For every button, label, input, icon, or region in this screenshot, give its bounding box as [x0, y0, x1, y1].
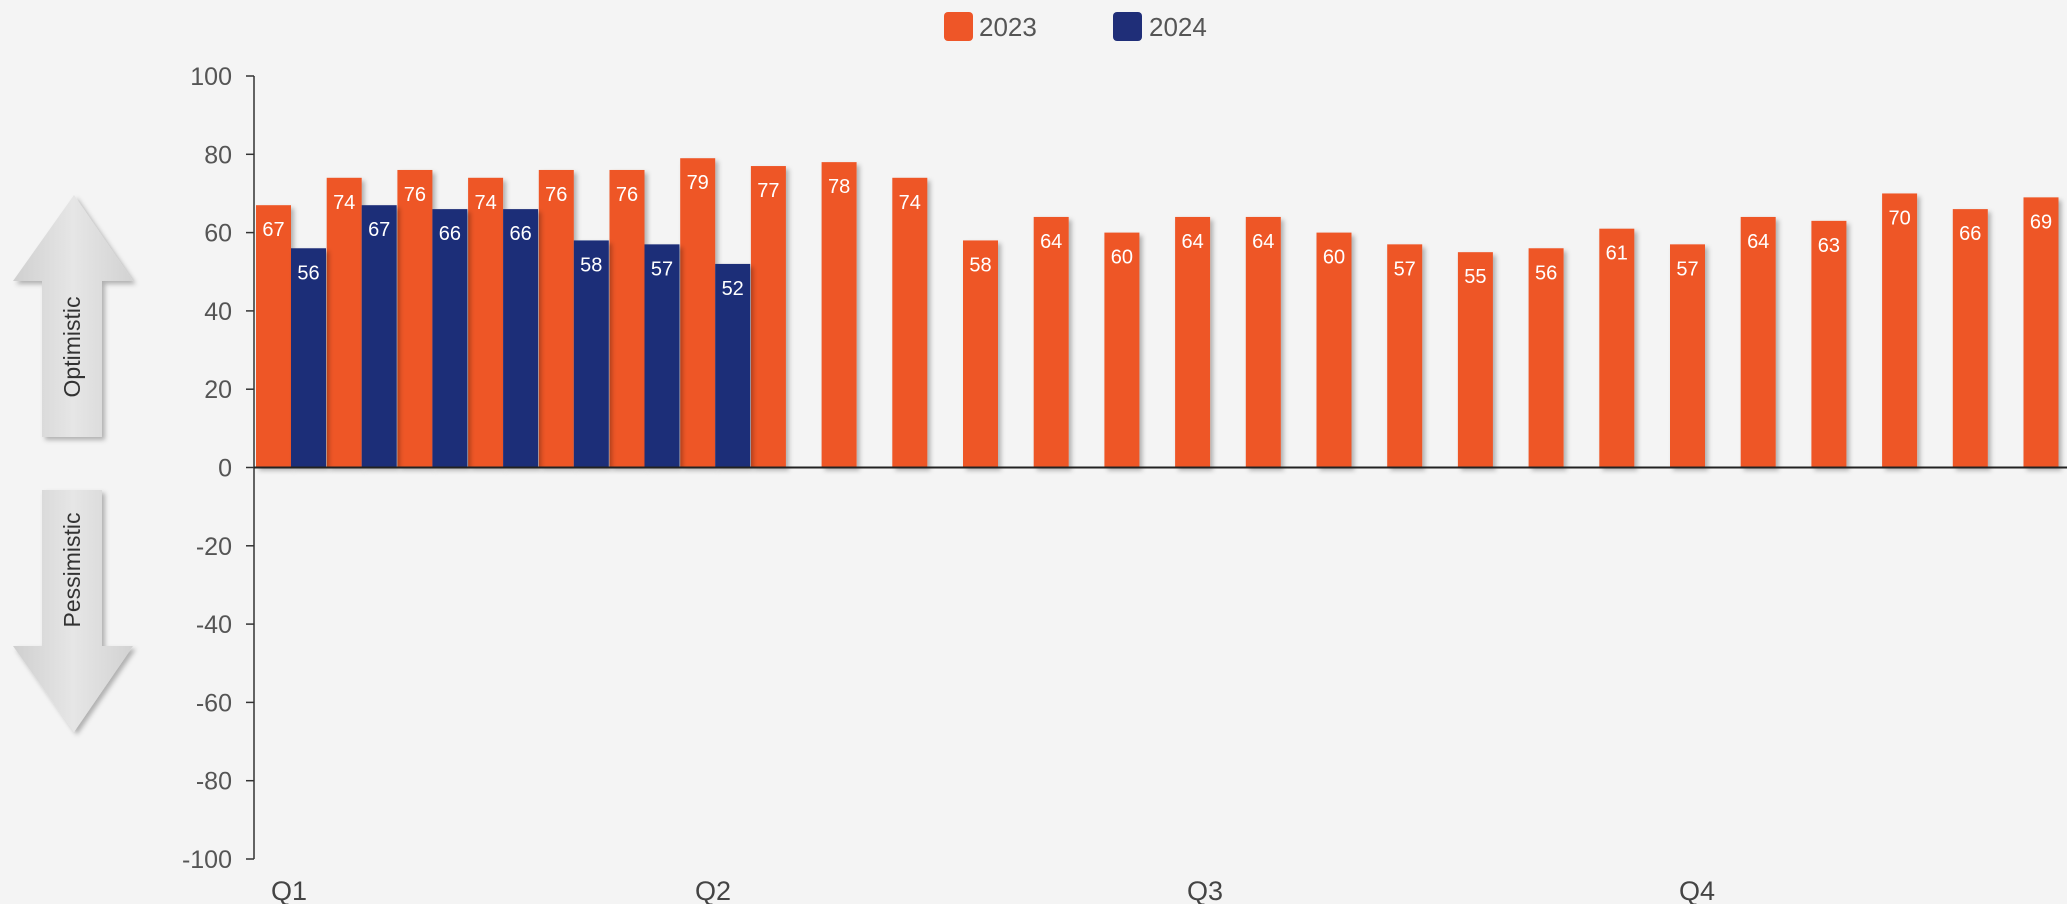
bar-2023	[821, 162, 857, 468]
bar-2023	[1104, 232, 1140, 468]
data-label-2023: 76	[616, 184, 638, 206]
bar-2023	[326, 177, 362, 468]
bar-2023	[1175, 216, 1211, 468]
y-tick-label: 100	[190, 63, 232, 91]
bar-2024	[715, 263, 751, 468]
bar-2023	[2023, 197, 2059, 468]
bar-2024	[573, 240, 609, 468]
data-label-2023: 77	[757, 180, 779, 202]
y-tick-label: 20	[204, 376, 232, 404]
data-label-2023: 76	[404, 184, 426, 206]
data-label-2023: 78	[828, 176, 850, 198]
data-label-2024: 58	[580, 254, 602, 276]
bar-2023	[1740, 216, 1776, 468]
y-tick-label: -100	[182, 846, 232, 874]
axis-layer: 100 80 60 40 20 0 -20 -40 -60 -80 -100 Q1 Q2 Q3 Q4	[182, 63, 1715, 904]
bar-2024	[432, 209, 468, 468]
bar-2023	[397, 169, 433, 468]
bar-2024	[291, 248, 326, 468]
data-label-2023: 60	[1323, 247, 1345, 269]
bar-2023	[963, 240, 998, 468]
bar-2023	[468, 177, 504, 468]
y-tick-label: -20	[196, 533, 232, 561]
y-tick-label: -40	[196, 611, 232, 639]
bar-2024	[503, 209, 539, 468]
bar-2023	[750, 166, 786, 468]
bar-2023	[1811, 220, 1847, 468]
optimistic-label: Optimistic	[59, 297, 85, 398]
data-label-2023: 74	[899, 192, 921, 214]
bar-2023	[1599, 228, 1635, 468]
bar-2023	[1245, 216, 1281, 468]
data-label-2023: 74	[333, 192, 355, 214]
bar-2023	[1387, 244, 1423, 468]
data-label-2024: 57	[651, 258, 673, 280]
bar-2023	[892, 177, 928, 468]
data-label-2023: 64	[1181, 231, 1203, 253]
data-label-2023: 61	[1606, 243, 1628, 265]
data-label-2023: 69	[2030, 211, 2052, 233]
legend: 2023 2024	[944, 12, 1207, 42]
data-label-2023: 57	[1676, 258, 1698, 280]
bar-2023	[1670, 244, 1705, 468]
bar-2023	[256, 205, 291, 468]
data-label-2023: 63	[1818, 235, 1840, 257]
data-label-2024: 56	[297, 262, 319, 284]
bars-layer	[256, 158, 2059, 468]
bar-2023	[1882, 193, 1918, 468]
data-label-2023: 56	[1535, 262, 1557, 284]
legend-label: 2023	[979, 12, 1037, 42]
bar-2023	[1952, 209, 1988, 468]
y-tick-label: 0	[218, 455, 232, 483]
legend-swatch	[1113, 12, 1142, 41]
y-tick-label: -80	[196, 768, 232, 796]
bar-2023	[1457, 252, 1493, 468]
x-group-label: Q2	[695, 876, 731, 904]
data-label-2023: 76	[545, 184, 567, 206]
y-tick-label: 40	[204, 298, 232, 326]
data-label-2024: 66	[509, 223, 531, 245]
y-tick-label: -60	[196, 689, 232, 717]
data-label-2023: 60	[1111, 247, 1133, 269]
data-label-2023: 74	[474, 192, 496, 214]
data-label-2023: 64	[1040, 231, 1062, 253]
data-label-2024: 67	[368, 219, 390, 241]
data-label-2023: 64	[1252, 231, 1274, 253]
x-group-label: Q1	[271, 876, 307, 904]
data-labels-layer: 67 74 76 74 76 76 79 77 78 74 58 64 60 64 64 60 57 55 56 61…	[254, 172, 2067, 469]
data-label-2024: 52	[722, 278, 744, 300]
legend-swatch	[944, 12, 973, 41]
y-tick-label: 80	[204, 141, 232, 169]
bar-2023	[538, 169, 574, 468]
optimistic-arrow: Optimistic	[13, 195, 133, 437]
bar-2023	[680, 158, 716, 468]
legend-label: 2024	[1149, 12, 1207, 42]
data-label-2023: 66	[1959, 223, 1981, 245]
x-group-label: Q3	[1187, 876, 1223, 904]
bar-2023	[1033, 216, 1069, 468]
data-label-2023: 58	[969, 254, 991, 276]
data-label-2023: 57	[1394, 258, 1416, 280]
pessimistic-arrow: Pessimistic	[13, 490, 133, 732]
x-group-label: Q4	[1679, 876, 1715, 904]
data-label-2023: 55	[1464, 266, 1486, 288]
data-label-2024: 66	[439, 223, 461, 245]
data-label-2023: 79	[687, 172, 709, 194]
y-tick-label: 60	[204, 220, 232, 248]
pessimistic-label: Pessimistic	[59, 512, 85, 627]
bar-2023	[609, 169, 645, 468]
data-label-2023: 70	[1888, 207, 1910, 229]
bar-2023	[1528, 248, 1564, 468]
bar-2024	[361, 205, 397, 468]
bar-2024	[644, 244, 680, 468]
data-label-2023: 64	[1747, 231, 1769, 253]
data-label-2023: 67	[262, 219, 284, 241]
bar-2023	[1316, 232, 1352, 468]
